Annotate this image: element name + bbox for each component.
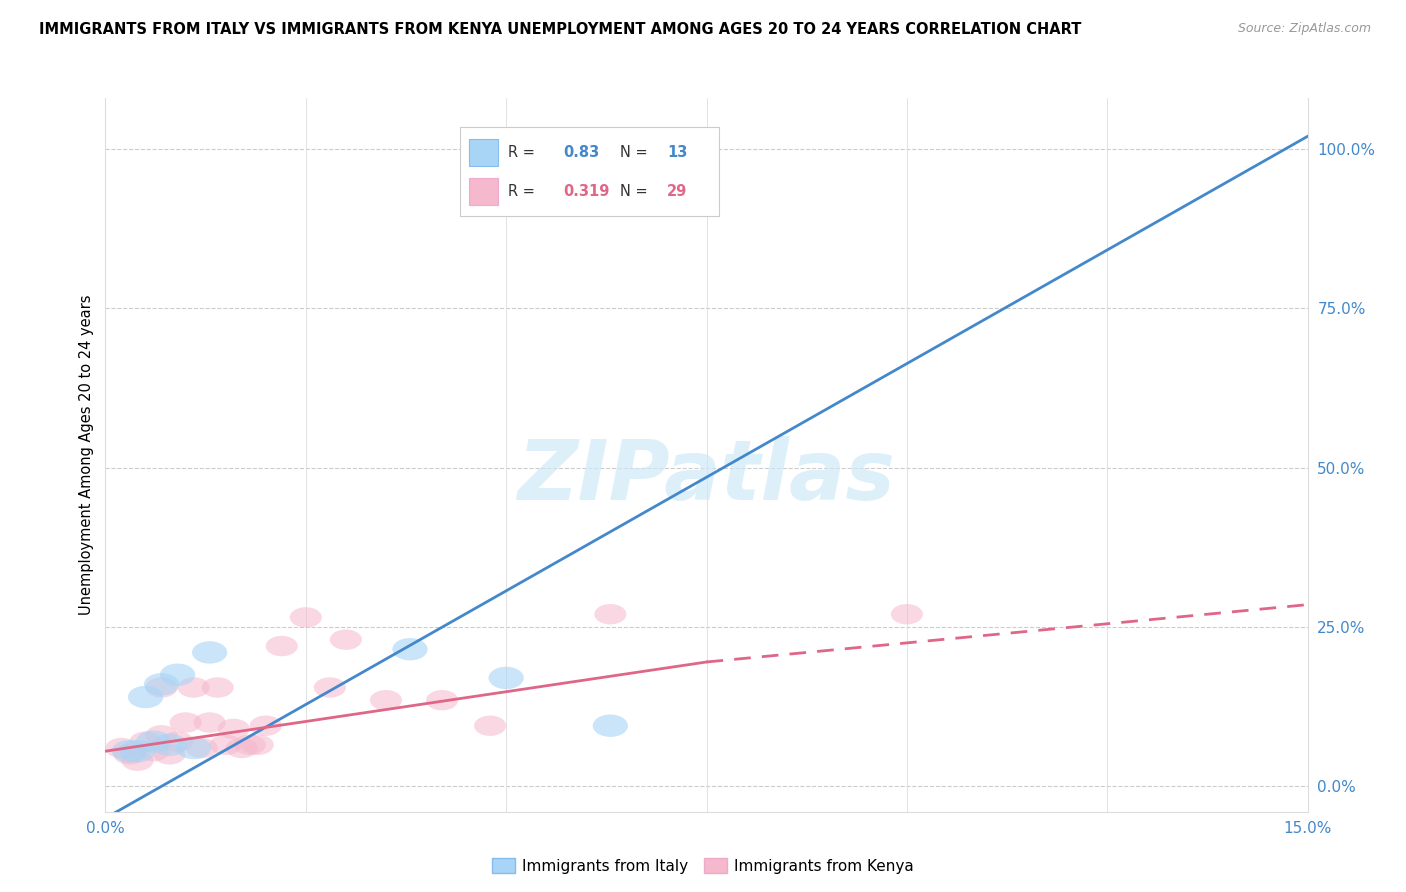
Ellipse shape [121,750,153,771]
Ellipse shape [314,677,346,698]
Ellipse shape [146,677,177,698]
Ellipse shape [176,737,211,759]
Ellipse shape [250,715,281,736]
Ellipse shape [593,714,628,737]
Text: Source: ZipAtlas.com: Source: ZipAtlas.com [1237,22,1371,36]
Ellipse shape [170,713,201,732]
Ellipse shape [120,740,155,763]
Ellipse shape [330,630,361,650]
Ellipse shape [146,725,177,746]
Text: ZIPatlas: ZIPatlas [517,436,896,516]
Ellipse shape [891,604,922,624]
Ellipse shape [129,731,162,752]
Ellipse shape [426,690,458,710]
Ellipse shape [114,744,146,764]
Ellipse shape [665,163,700,186]
Legend: Immigrants from Italy, Immigrants from Kenya: Immigrants from Italy, Immigrants from K… [485,852,921,880]
Ellipse shape [112,740,148,763]
Ellipse shape [153,744,186,764]
Ellipse shape [177,677,209,698]
Ellipse shape [218,719,250,739]
Ellipse shape [474,715,506,736]
Ellipse shape [595,604,627,624]
Ellipse shape [233,735,266,755]
Ellipse shape [186,738,218,758]
Text: IMMIGRANTS FROM ITALY VS IMMIGRANTS FROM KENYA UNEMPLOYMENT AMONG AGES 20 TO 24 : IMMIGRANTS FROM ITALY VS IMMIGRANTS FROM… [39,22,1081,37]
Ellipse shape [194,713,225,732]
Ellipse shape [138,741,170,762]
Ellipse shape [128,686,163,708]
Ellipse shape [136,731,172,753]
Ellipse shape [225,738,257,758]
Ellipse shape [266,636,298,657]
Ellipse shape [370,690,402,710]
Ellipse shape [105,738,138,758]
Ellipse shape [392,638,427,660]
Ellipse shape [162,731,194,752]
Ellipse shape [152,733,187,756]
Ellipse shape [209,735,242,755]
Ellipse shape [201,677,233,698]
Ellipse shape [242,735,274,755]
Ellipse shape [488,666,524,690]
Ellipse shape [143,673,179,696]
Ellipse shape [290,607,322,628]
Y-axis label: Unemployment Among Ages 20 to 24 years: Unemployment Among Ages 20 to 24 years [79,294,94,615]
Ellipse shape [160,664,195,686]
Ellipse shape [193,641,228,664]
